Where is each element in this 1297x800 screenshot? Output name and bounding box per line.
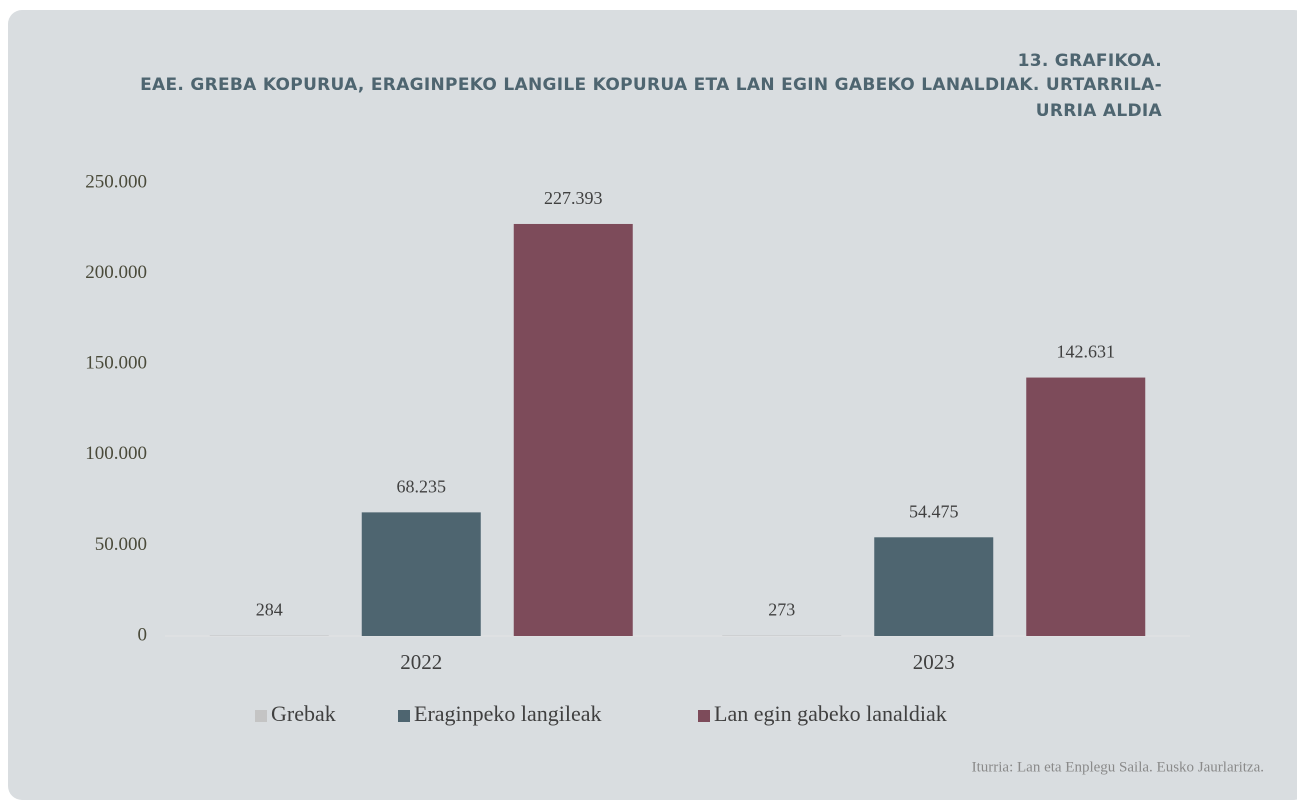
legend-label: Eraginpeko langileak xyxy=(414,701,602,726)
bar xyxy=(874,537,993,636)
legend-swatch xyxy=(255,710,267,722)
page: {"chart_data": { "type": "bar", "title_n… xyxy=(0,0,1297,783)
legend-swatch xyxy=(398,710,410,722)
x-tick-label: 2022 xyxy=(400,650,442,674)
y-tick-label: 150.000 xyxy=(85,353,147,374)
value-label: 54.475 xyxy=(909,501,959,521)
value-label: 227.393 xyxy=(544,188,603,208)
bar xyxy=(514,224,633,636)
y-tick-label: 50.000 xyxy=(95,534,147,555)
legend-label: Lan egin gabeko lanaldiak xyxy=(714,701,947,726)
y-tick-label: 250.000 xyxy=(85,171,147,192)
y-tick-label: 200.000 xyxy=(85,262,147,283)
value-label: 68.235 xyxy=(397,476,447,496)
bar xyxy=(210,635,329,636)
y-tick-label: 100.000 xyxy=(85,443,147,464)
legend-swatch xyxy=(698,710,710,722)
value-label: 273 xyxy=(768,600,795,620)
legend-label: Grebak xyxy=(271,701,336,726)
chart: 0 50.000 100.000 150.000 200.000 250.000 2022 2… xyxy=(0,0,1297,783)
y-tick-label: 0 xyxy=(138,624,148,645)
source-note: Iturria: Lan eta Enplegu Saila. Eusko Ja… xyxy=(972,759,1264,775)
x-tick-label: 2023 xyxy=(913,650,955,674)
value-label: 284 xyxy=(256,600,283,620)
bar xyxy=(362,512,481,636)
value-label: 142.631 xyxy=(1057,342,1116,362)
bar xyxy=(1026,378,1145,636)
